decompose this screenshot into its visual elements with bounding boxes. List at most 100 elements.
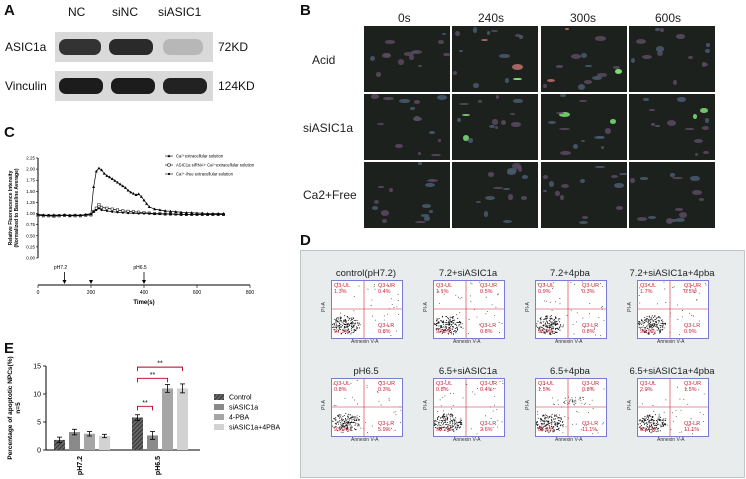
- micrograph-cell: [629, 94, 715, 160]
- cell-event: [547, 326, 549, 328]
- cell-event: [663, 281, 665, 283]
- cell-event: [644, 319, 646, 321]
- cell-event: [649, 415, 651, 417]
- cell-event: [340, 423, 342, 425]
- cell-spot: [655, 46, 665, 52]
- cell-event: [552, 326, 554, 328]
- cell-event: [698, 389, 699, 391]
- cell-event: [641, 322, 643, 324]
- cell-spot: [581, 52, 588, 58]
- cell-event: [570, 399, 572, 401]
- cell-event: [659, 331, 661, 333]
- cell-event: [647, 327, 649, 330]
- cell-event: [656, 329, 658, 331]
- cell-event: [704, 282, 706, 284]
- cell-event: [343, 321, 345, 323]
- cell-spot: [502, 220, 512, 224]
- cell-event: [648, 426, 650, 428]
- cell-event: [341, 287, 343, 289]
- cell-event: [555, 414, 558, 416]
- cell-spot: [376, 72, 382, 77]
- cell-event: [557, 419, 560, 421]
- data-point: [97, 207, 101, 210]
- cell-spot: [454, 30, 460, 37]
- cell-spot: [378, 185, 384, 189]
- cell-spot: [580, 178, 586, 184]
- quadrant-ll-value: 96.9%: [640, 329, 656, 335]
- cell-event: [445, 324, 447, 326]
- cell-event: [446, 427, 448, 430]
- cell-event: [638, 295, 640, 296]
- data-point: [127, 212, 130, 215]
- cell-event: [437, 411, 439, 413]
- cell-spot: [418, 64, 423, 67]
- cell-event: [648, 323, 651, 325]
- cell-event: [659, 329, 661, 331]
- cell-event: [648, 318, 650, 320]
- cell-event: [445, 329, 447, 332]
- cell-event: [353, 323, 355, 325]
- cell-spot: [570, 54, 581, 59]
- cell-spot: [511, 64, 523, 71]
- cell-event: [691, 315, 693, 316]
- legend-marker: [167, 154, 171, 158]
- cell-event: [449, 424, 451, 427]
- cell-event: [374, 288, 376, 290]
- micrograph-cell: [452, 26, 538, 92]
- cell-event: [335, 425, 337, 428]
- cell-event: [459, 426, 461, 428]
- cell-event: [565, 399, 567, 401]
- cell-event: [550, 325, 552, 327]
- quadrant-lr-value: 11.1%: [684, 427, 700, 433]
- cell-event: [657, 427, 660, 429]
- cell-event: [452, 328, 454, 330]
- cell-event: [641, 417, 643, 419]
- cell-event: [655, 324, 657, 326]
- micrograph-cell: [364, 94, 450, 160]
- cell-event: [549, 315, 551, 318]
- cell-event: [390, 335, 392, 337]
- cell-event: [647, 321, 649, 323]
- cell-event: [543, 332, 545, 334]
- cell-spot: [521, 175, 528, 179]
- cell-event: [335, 324, 337, 326]
- cell-event: [540, 331, 542, 333]
- bar: [84, 433, 95, 450]
- cell-event: [544, 428, 546, 430]
- cell-event: [543, 426, 545, 428]
- legend-label: Control: [229, 395, 252, 402]
- cell-event: [348, 324, 350, 326]
- cell-event: [562, 324, 564, 326]
- cell-event: [575, 400, 577, 402]
- cell-event: [646, 414, 648, 416]
- cell-event: [440, 325, 442, 327]
- cell-event: [354, 428, 356, 430]
- cell-spot: [426, 178, 438, 182]
- cell-event: [558, 318, 560, 320]
- cell-event: [497, 293, 499, 295]
- cell-event: [447, 430, 449, 432]
- cell-spot: [704, 48, 710, 54]
- bar: [162, 388, 173, 450]
- cell-event: [592, 408, 594, 410]
- cell-event: [358, 425, 360, 427]
- cell-event: [554, 422, 556, 424]
- flow-plot: Q3-UL 0.8% Q3-UR 0.4% Q3-LR 2.6% 96.2%: [433, 378, 505, 437]
- cell-event: [445, 326, 447, 328]
- cell-event: [640, 420, 642, 422]
- cell-event: [353, 330, 355, 332]
- cell-event: [646, 318, 648, 320]
- cell-event: [439, 420, 441, 422]
- quadrant-lr-label: Q3-LR: [684, 421, 701, 427]
- cell-event: [344, 326, 346, 328]
- cell-event: [396, 330, 397, 332]
- cell-spot: [487, 172, 494, 177]
- cell-event: [336, 320, 338, 323]
- data-point: [217, 213, 220, 216]
- cell-event: [358, 285, 360, 287]
- cell-event: [443, 330, 445, 332]
- cell-event: [662, 421, 664, 423]
- data-point: [169, 212, 172, 216]
- cell-event: [553, 418, 555, 420]
- cell-event: [444, 328, 446, 330]
